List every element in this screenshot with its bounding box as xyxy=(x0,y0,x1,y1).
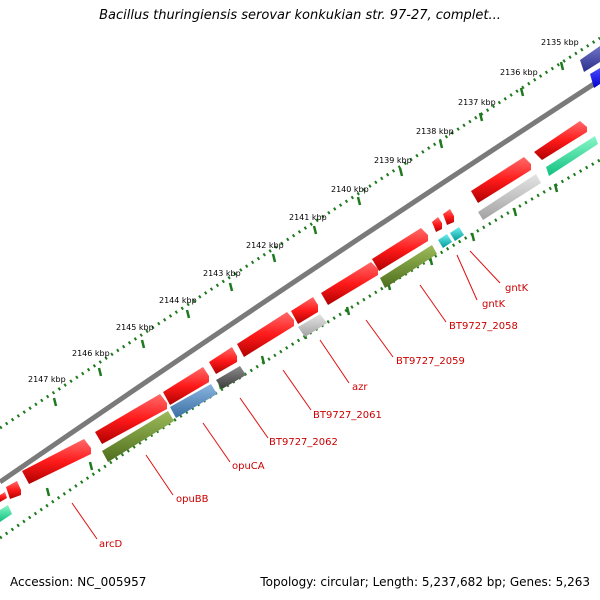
ruler-label-2140: 2140 kbp xyxy=(331,185,369,194)
gene-label-gntk-2: gntK xyxy=(482,299,506,310)
gene-label-bt9727-2059: BT9727_2059 xyxy=(396,356,465,367)
backbone-arc xyxy=(0,77,600,485)
gene-label-bt9727-2062: BT9727_2062 xyxy=(269,437,338,448)
gene-feature xyxy=(170,384,217,418)
gene-feature xyxy=(298,314,327,337)
gene-feature xyxy=(95,394,167,444)
gene-feature xyxy=(321,262,378,305)
gene-feature xyxy=(443,209,454,225)
ruler-label-2147: 2147 kbp xyxy=(28,375,66,384)
ruler-label-2144: 2144 kbp xyxy=(159,296,197,305)
gene-feature xyxy=(0,505,12,522)
ruler-label-2141: 2141 kbp xyxy=(289,213,327,222)
gene-feature xyxy=(22,439,91,484)
gene-feature xyxy=(163,367,209,405)
ruler-label-2139: 2139 kbp xyxy=(374,156,412,165)
feature-top-blue xyxy=(590,68,600,88)
gene-feature xyxy=(237,312,294,357)
ruler-label-2138: 2138 kbp xyxy=(416,127,454,136)
map-title: Bacillus thuringiensis serovar konkukian… xyxy=(99,8,501,23)
gene-feature xyxy=(291,297,318,324)
gene-feature xyxy=(432,217,442,232)
reverse-genes xyxy=(0,136,598,522)
gene-label-bt9727-2058: BT9727_2058 xyxy=(449,321,518,332)
ruler-outer-arc xyxy=(0,36,600,430)
gene-feature xyxy=(450,227,464,241)
forward-genes xyxy=(0,121,587,502)
gene-label-bt9727-2061: BT9727_2061 xyxy=(313,410,382,421)
gene-label-arcd: arcD xyxy=(99,539,123,550)
gene-feature xyxy=(0,492,7,502)
accession-text: Accession: NC_005957 xyxy=(10,575,147,589)
ruler-label-2143: 2143 kbp xyxy=(203,269,241,278)
gene-label-gntk-1: gntK xyxy=(505,283,529,294)
gene-feature xyxy=(102,411,174,462)
gene-feature xyxy=(478,174,541,220)
gene-feature xyxy=(438,234,452,248)
gene-label-opuca: opuCA xyxy=(232,461,265,472)
ruler-ticks xyxy=(52,61,565,407)
genome-summary-text: Topology: circular; Length: 5,237,682 bp… xyxy=(260,575,590,589)
ruler-label-2136: 2136 kbp xyxy=(500,68,538,77)
gene-feature xyxy=(209,347,237,374)
feature-top-navy xyxy=(580,46,600,72)
gene-label-azr: azr xyxy=(352,382,368,393)
ruler-label-2137: 2137 kbp xyxy=(458,98,496,107)
gene-feature xyxy=(216,366,246,389)
ruler-label-2146: 2146 kbp xyxy=(72,349,110,358)
gene-feature xyxy=(471,157,531,203)
gene-feature xyxy=(372,228,428,271)
ruler-label-2135: 2135 kbp xyxy=(541,38,579,47)
gene-label-opubb: opuBB xyxy=(176,494,209,505)
gene-feature xyxy=(380,245,437,288)
gene-feature xyxy=(6,481,21,499)
ruler-label-2145: 2145 kbp xyxy=(116,323,154,332)
gene-feature xyxy=(546,136,598,176)
gene-feature xyxy=(534,121,587,160)
ruler-label-2142: 2142 kbp xyxy=(246,241,284,250)
leader-lines xyxy=(71,250,501,540)
